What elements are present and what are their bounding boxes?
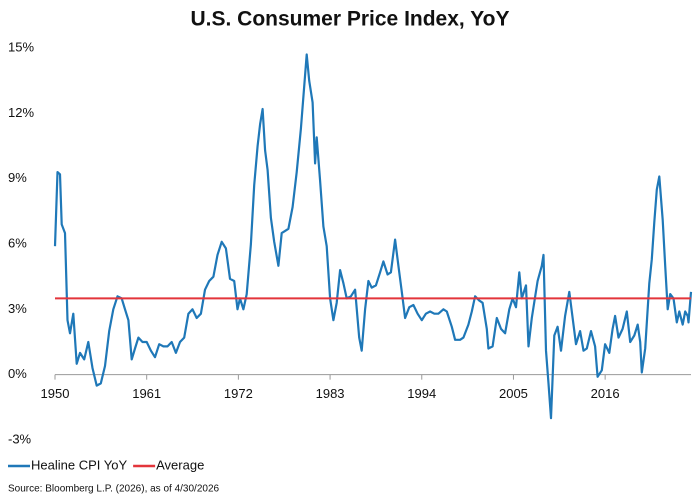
series-line — [53, 53, 693, 420]
source-note: Source: Bloomberg L.P. (2026), as of 4/3… — [8, 484, 220, 495]
y-tick-label: 6% — [8, 235, 27, 250]
y-tick-label: 12% — [8, 105, 34, 120]
legend-label: Healine CPI YoY — [31, 457, 127, 472]
x-tick-label: 1994 — [407, 386, 436, 401]
legend-label: Average — [156, 457, 204, 472]
x-tick-label: 1961 — [132, 386, 161, 401]
x-tick-label: 2005 — [499, 386, 528, 401]
y-tick-label: -3% — [8, 431, 32, 446]
y-tick-label: 3% — [8, 301, 27, 316]
y-tick-label: 0% — [8, 366, 27, 381]
x-tick-label: 1983 — [316, 386, 345, 401]
x-tick-label: 1950 — [41, 386, 70, 401]
x-tick-label: 2016 — [591, 386, 620, 401]
x-tick-label: 1972 — [224, 386, 253, 401]
y-tick-label: 15% — [8, 39, 34, 54]
chart-title: U.S. Consumer Price Index, YoY — [191, 8, 510, 31]
y-tick-label: 9% — [8, 170, 27, 185]
